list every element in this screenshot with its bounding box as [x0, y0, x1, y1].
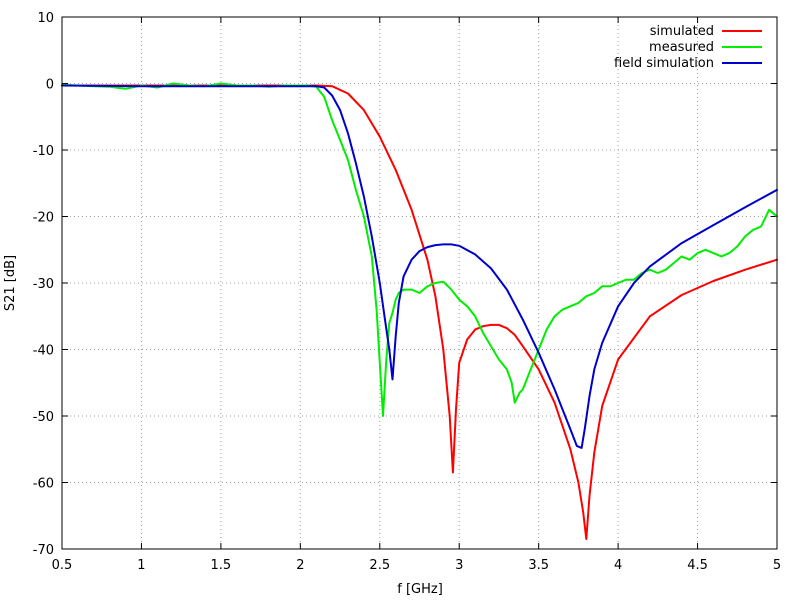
series-line-simulated: [61, 84, 778, 540]
x-tick-label: 3: [455, 558, 463, 573]
y-tick-labels: 10 0 -10 -20 -30 -40 -50 -60 -70: [33, 11, 54, 558]
x-tick-label: 1.5: [211, 558, 232, 573]
plot-frame: [61, 16, 778, 550]
y-tick-label: -10: [33, 144, 54, 159]
grid: [62, 17, 777, 549]
x-tick-label: 5: [773, 558, 781, 573]
x-axis-label: f [GHz]: [397, 582, 443, 597]
y-tick-label: -70: [33, 543, 54, 558]
y-axis-label: S21 [dB]: [3, 255, 18, 311]
y-tick-label: -20: [33, 211, 54, 226]
y-tick-label: 10: [37, 11, 54, 26]
legend-label-measured: measured: [649, 40, 714, 55]
y-tick-label: 0: [46, 78, 54, 93]
legend-label-simulated: simulated: [650, 24, 714, 39]
legend-label-field-simulation: field simulation: [614, 56, 714, 71]
x-tick-label: 2.5: [369, 558, 390, 573]
y-tick-label: -60: [33, 477, 54, 492]
x-tick-label: 1: [137, 558, 145, 573]
y-tick-label: -40: [33, 344, 54, 359]
x-tick-label: 4: [614, 558, 622, 573]
x-tick-label: 4.5: [687, 558, 708, 573]
series-line-field-simulation: [61, 84, 778, 449]
series-lines: [61, 82, 778, 540]
x-tick-label: 3.5: [528, 558, 549, 573]
y-tick-label: -30: [33, 277, 54, 292]
x-tick-labels: 0.5 1 1.5 2 2.5 3 3.5 4 4.5 5: [52, 558, 781, 573]
y-tick-label: -50: [33, 410, 54, 425]
x-tick-label: 0.5: [52, 558, 73, 573]
x-tick-label: 2: [296, 558, 304, 573]
